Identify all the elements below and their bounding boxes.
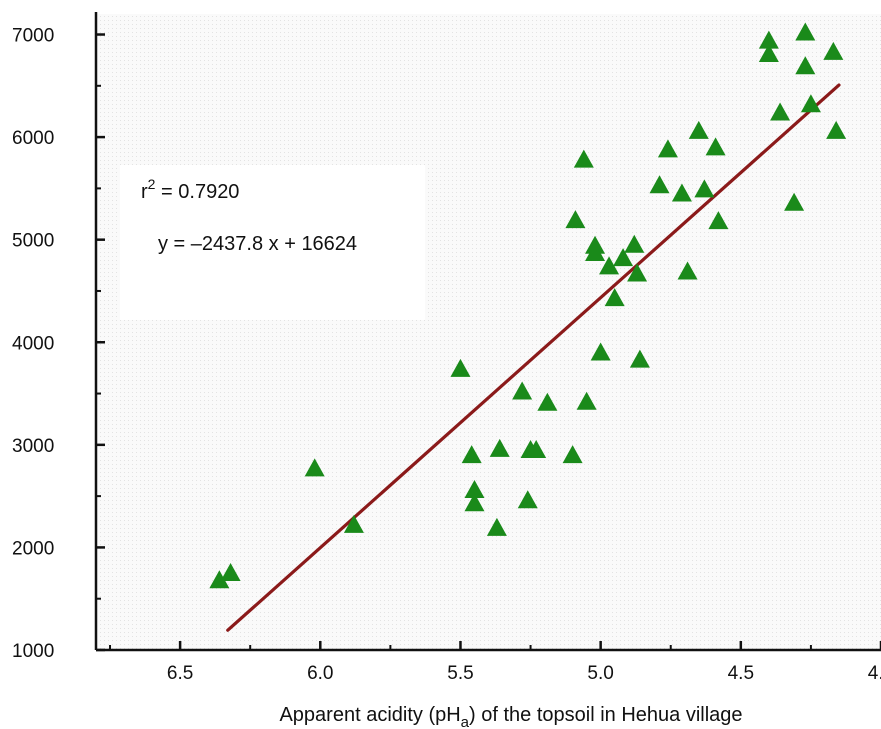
regression-line xyxy=(226,83,841,632)
x-tick-label: 5.0 xyxy=(587,663,613,684)
y-tick-label: 4000 xyxy=(12,333,54,354)
data-point-triangle xyxy=(784,192,805,211)
data-point-triangle xyxy=(464,493,485,512)
data-point-triangle xyxy=(671,183,692,202)
data-point-triangle xyxy=(770,102,791,121)
annotation-background xyxy=(120,165,425,320)
data-point-triangle xyxy=(705,137,726,156)
x-tick-label: 6.0 xyxy=(307,663,333,684)
x-axis-label: Apparent acidity (pHa) of the topsoil in… xyxy=(279,704,742,729)
data-point-triangle xyxy=(343,514,364,533)
x-axis-label-subscript: a xyxy=(461,714,470,729)
data-point-triangle xyxy=(576,391,597,410)
data-point-triangle xyxy=(694,179,715,198)
data-point-triangle xyxy=(624,234,645,253)
data-point-triangle xyxy=(585,242,606,261)
data-point-triangle xyxy=(604,288,625,307)
y-axis-tick-labels: 1000 2000 3000 4000 5000 6000 7000 xyxy=(12,26,54,662)
data-point-triangle xyxy=(537,392,558,411)
r-squared-annotation: r2 = 0.7920 xyxy=(141,176,239,203)
data-point-triangle xyxy=(599,256,620,275)
data-point-triangle xyxy=(649,175,670,194)
data-point-triangle xyxy=(758,30,779,49)
equation-annotation: y = –2437.8 x + 16624 xyxy=(158,233,357,255)
x-axis-label-prefix: Apparent acidity (pH xyxy=(279,704,460,726)
data-point-triangle xyxy=(677,261,698,280)
data-point-triangle xyxy=(209,570,230,589)
r-squared-superscript: 2 xyxy=(148,176,156,192)
data-point-triangle xyxy=(795,56,816,75)
x-tick-label: 4.5 xyxy=(728,663,754,684)
y-tick-label: 6000 xyxy=(12,128,54,149)
y-tick-label: 5000 xyxy=(12,231,54,252)
r-squared-prefix: r xyxy=(141,181,148,203)
data-point-triangle xyxy=(489,438,510,457)
data-point-triangle xyxy=(517,490,538,509)
r-squared-value: = 0.7920 xyxy=(155,181,239,203)
y-tick-label: 3000 xyxy=(12,436,54,457)
data-point-triangle xyxy=(708,211,729,230)
data-point-triangle xyxy=(613,248,634,267)
x-axis-label-suffix: ) of the topsoil in Hehua village xyxy=(469,704,743,726)
x-tick-label: 6.5 xyxy=(167,663,193,684)
data-point-triangle xyxy=(450,358,471,377)
data-point-triangle xyxy=(800,94,821,113)
y-tick-label: 7000 xyxy=(12,26,54,47)
data-point-triangle xyxy=(629,349,650,368)
data-point-triangle xyxy=(795,22,816,41)
data-point-triangle xyxy=(823,41,844,60)
plot-background xyxy=(96,14,881,650)
data-point-triangle xyxy=(512,381,533,400)
data-point-triangle xyxy=(304,458,325,477)
data-point-triangle xyxy=(758,43,779,62)
data-points xyxy=(209,22,847,589)
x-axis-tick-labels: 6.5 6.0 5.5 5.0 4.5 4.0 xyxy=(167,663,881,684)
data-point-triangle xyxy=(826,120,847,139)
data-point-triangle xyxy=(486,517,507,536)
data-point-triangle xyxy=(220,563,241,582)
data-point-triangle xyxy=(565,210,586,229)
data-point-triangle xyxy=(573,149,594,168)
data-point-triangle xyxy=(688,120,709,139)
data-point-triangle xyxy=(562,445,583,464)
data-point-triangle xyxy=(590,342,611,361)
x-tick-label: 4.0 xyxy=(868,663,881,684)
y-tick-label: 1000 xyxy=(12,641,54,662)
data-point-triangle xyxy=(526,439,547,458)
data-point-triangle xyxy=(461,445,482,464)
y-tick-label: 2000 xyxy=(12,538,54,559)
data-point-triangle xyxy=(464,479,485,498)
data-point-triangle xyxy=(627,263,648,282)
data-point-triangle xyxy=(657,139,678,158)
x-tick-label: 5.5 xyxy=(447,663,473,684)
